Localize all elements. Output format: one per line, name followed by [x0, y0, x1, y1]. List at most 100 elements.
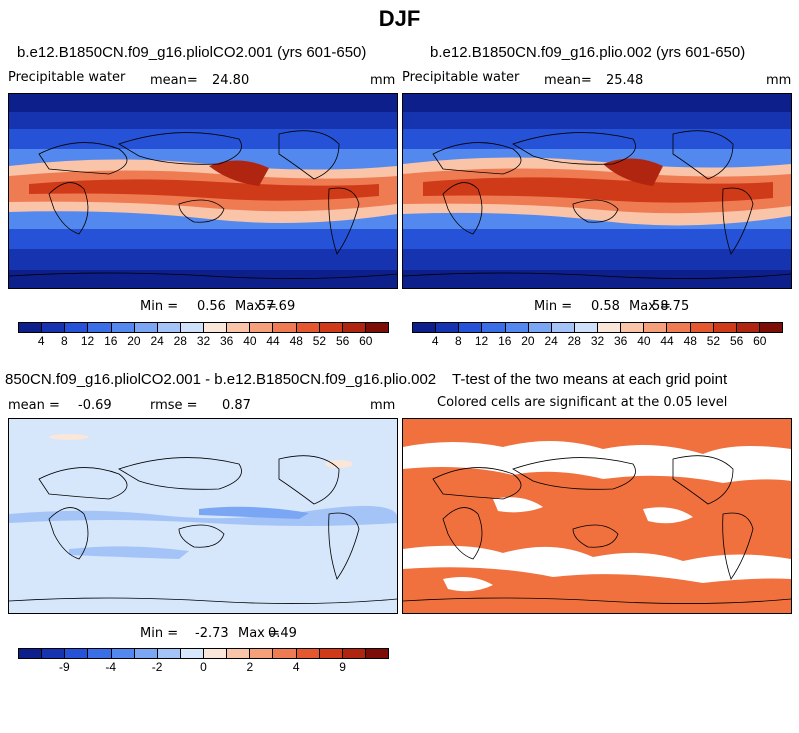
colorbar-tick-label: 8 [61, 334, 68, 348]
colorbar-swatch [644, 323, 668, 332]
colorbar-swatch [342, 323, 366, 332]
colorbar-swatch [273, 323, 297, 332]
panel3-map-graphic [9, 419, 397, 613]
panel3-max-value: 0.49 [268, 626, 297, 641]
panel3-colorbar [18, 648, 389, 659]
panel2-variable: Precipitable water [402, 70, 520, 85]
panel1-map-graphic [9, 94, 397, 288]
colorbar-tick-label: 40 [637, 334, 651, 348]
colorbar-tick-label: 56 [729, 334, 744, 348]
panel1-mean-value: 24.80 [212, 73, 250, 88]
colorbar-tick-label: 52 [706, 334, 721, 348]
colorbar-swatch [319, 323, 343, 332]
colorbar-swatch [736, 323, 760, 332]
panel3-rmse-value: 0.87 [222, 398, 251, 413]
colorbar-tick-label: 44 [266, 334, 280, 348]
colorbar-swatch [134, 323, 158, 332]
panel2-mean-label: mean= [544, 73, 592, 88]
colorbar-swatch [528, 323, 552, 332]
colorbar-tick-label: 48 [683, 334, 697, 348]
colorbar-tick-label: 32 [196, 334, 211, 348]
panel2-min-label: Min = [534, 299, 573, 314]
panel1-variable: Precipitable water [8, 70, 126, 85]
panel1-max-label: Max = [235, 299, 277, 314]
colorbar-swatch [19, 649, 43, 658]
colorbar-swatch [296, 323, 320, 332]
panel4-title: T-test of the two means at each grid poi… [452, 371, 728, 388]
colorbar-swatch [180, 323, 204, 332]
colorbar-swatch [19, 323, 43, 332]
colorbar-swatch [413, 323, 437, 332]
colorbar-tick-label: 12 [474, 334, 489, 348]
panel2-max-label: Max = [629, 299, 671, 314]
panel4-subtitle: Colored cells are significant at the 0.0… [437, 395, 728, 410]
colorbar-swatch [365, 649, 388, 658]
colorbar-swatch [621, 323, 645, 332]
colorbar-swatch [296, 649, 320, 658]
panel2-units: mm [766, 73, 792, 88]
colorbar-swatch [88, 649, 112, 658]
colorbar-swatch [551, 323, 575, 332]
colorbar-tick-label: 16 [104, 334, 118, 348]
colorbar-swatch [204, 649, 228, 658]
panel2-map-graphic [403, 94, 791, 288]
colorbar-tick-label: 9 [339, 660, 346, 674]
panel3-units: mm [370, 398, 396, 413]
colorbar-swatch [111, 649, 135, 658]
panel1-title: b.e12.B1850CN.f09_g16.pliolCO2.001 (yrs … [17, 44, 367, 61]
colorbar-tick-label: 12 [80, 334, 95, 348]
colorbar-swatch [134, 649, 158, 658]
colorbar-tick-label: 36 [614, 334, 628, 348]
colorbar-tick-label: 8 [455, 334, 462, 348]
colorbar-swatch [42, 649, 66, 658]
colorbar-tick-label: 48 [289, 334, 303, 348]
panel3-min-value: -2.73 [195, 626, 229, 641]
panel1-colorbar [18, 322, 389, 333]
colorbar-tick-label: 2 [246, 660, 254, 674]
colorbar-swatch [250, 323, 274, 332]
colorbar-swatch [227, 649, 251, 658]
colorbar-swatch [111, 323, 135, 332]
colorbar-tick-label: 20 [521, 334, 535, 348]
colorbar-tick-label: 0 [200, 660, 207, 674]
colorbar-tick-label: 60 [359, 334, 373, 348]
colorbar-tick-label: -2 [151, 660, 163, 674]
colorbar-tick-label: 32 [590, 334, 605, 348]
panel2-title: b.e12.B1850CN.f09_g16.plio.002 (yrs 601-… [430, 44, 746, 61]
colorbar-swatch [157, 323, 181, 332]
panel2-colorbar [412, 322, 783, 333]
colorbar-swatch [157, 649, 181, 658]
colorbar-swatch [505, 323, 529, 332]
colorbar-tick-label: 56 [335, 334, 350, 348]
panel1-min-label: Min = [140, 299, 179, 314]
panel3-min-label: Min = [140, 626, 179, 641]
panel3-rmse-label: rmse = [150, 398, 198, 413]
colorbar-swatch [180, 649, 204, 658]
colorbar-swatch [667, 323, 691, 332]
panel4-map-graphic [403, 419, 791, 613]
colorbar-swatch [227, 323, 251, 332]
colorbar-swatch [365, 323, 388, 332]
colorbar-swatch [574, 323, 598, 332]
colorbar-swatch [690, 323, 714, 332]
colorbar-swatch [342, 649, 366, 658]
panel2-min-value: 0.58 [591, 299, 620, 314]
colorbar-swatch [459, 323, 483, 332]
colorbar-tick-label: 4 [37, 334, 45, 348]
panel3-map [8, 418, 398, 614]
colorbar-tick-label: -9 [59, 660, 70, 674]
colorbar-swatch [319, 649, 343, 658]
colorbar-swatch [273, 649, 297, 658]
colorbar-swatch [250, 649, 274, 658]
colorbar-tick-label: 36 [220, 334, 234, 348]
colorbar-tick-label: 52 [312, 334, 327, 348]
colorbar-tick-label: 24 [150, 334, 164, 348]
panel1-units: mm [370, 73, 396, 88]
colorbar-tick-label: 28 [173, 334, 187, 348]
panel2-colorbar-labels: 4 8 12 16 20 24 28 32 36 40 44 48 52 56 60 [412, 334, 781, 348]
colorbar-tick-label: 28 [567, 334, 581, 348]
colorbar-swatch [42, 323, 66, 332]
colorbar-tick-label: 60 [753, 334, 767, 348]
colorbar-tick-label: -4 [105, 660, 117, 674]
colorbar-swatch [88, 323, 112, 332]
